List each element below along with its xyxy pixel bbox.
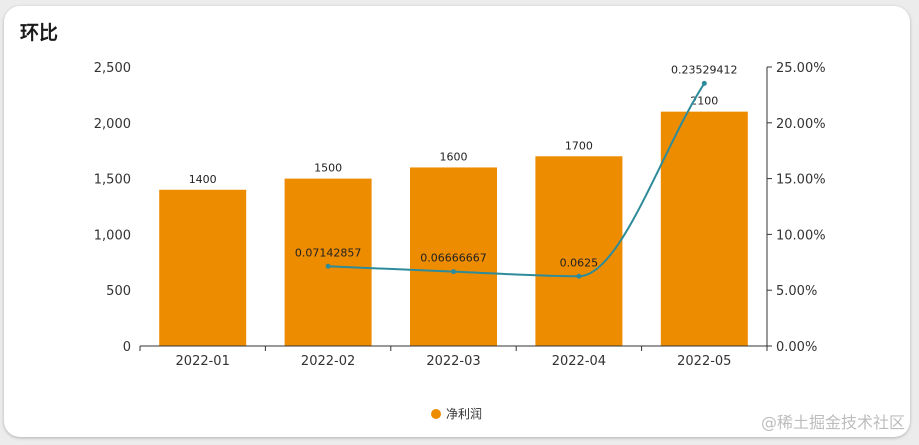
legend[interactable]: 净利润: [431, 407, 482, 421]
right-y-tick-label: 25.00%: [776, 61, 826, 76]
watermark: @稀土掘金技术社区: [760, 413, 905, 432]
chart-title: 环比: [20, 22, 59, 44]
x-tick-label-2022-05: 2022-05: [677, 354, 731, 369]
right-y-tick-label: 15.00%: [776, 173, 826, 188]
bar-2022-01[interactable]: [159, 189, 247, 346]
right-y-tick-label: 10.00%: [776, 228, 826, 243]
bar-label-2022-03: 1600: [440, 150, 468, 163]
left-y-tick-label: 500: [106, 284, 131, 299]
bar-series: [159, 111, 748, 346]
legend-label[interactable]: 净利润: [446, 407, 482, 421]
bar-labels: 1400 1500 1600 1700 2100: [189, 95, 719, 186]
right-y-tick-label: 5.00%: [776, 284, 817, 299]
x-tick-label-2022-03: 2022-03: [426, 354, 480, 369]
bar-label-2022-04: 1700: [565, 139, 593, 152]
bar-2022-04[interactable]: [535, 156, 623, 346]
x-tick-label-2022-04: 2022-04: [552, 354, 606, 369]
left-y-tick-label: 1,500: [94, 173, 131, 188]
bar-label-2022-05: 2100: [690, 95, 718, 108]
line-label-2022-03: 0.06666667: [420, 252, 486, 265]
line-series: [325, 80, 707, 279]
line-point-2022-02[interactable]: [325, 263, 331, 269]
bar-label-2022-02: 1500: [314, 162, 342, 175]
line-labels: 0.07142857 0.06666667 0.0625 0.23529412: [295, 63, 738, 269]
line-point-2022-05[interactable]: [701, 80, 707, 86]
line-label-2022-05: 0.23529412: [671, 63, 737, 76]
x-tick-label-2022-02: 2022-02: [301, 354, 355, 369]
line-label-2022-02: 0.07142857: [295, 246, 361, 259]
legend-marker[interactable]: [431, 409, 441, 419]
left-y-tick-label: 2,500: [94, 61, 131, 76]
right-y-tick-label: 0.00%: [776, 340, 817, 355]
right-y-tick-label: 20.00%: [776, 117, 826, 132]
left-y-tick-label: 1,000: [94, 228, 131, 243]
axes: 2022-01 2022-02 2022-03 2022-04 2022-05 0 500 1…: [94, 61, 826, 369]
ratio-line[interactable]: [328, 82, 706, 278]
bar-2022-03[interactable]: [410, 167, 497, 346]
bar-2022-05[interactable]: [660, 111, 748, 346]
line-label-2022-04: 0.0625: [560, 256, 599, 269]
line-point-2022-03[interactable]: [451, 269, 456, 275]
line-point-2022-04[interactable]: [576, 273, 582, 279]
bar-2022-02[interactable]: [284, 178, 372, 346]
bar-label-2022-01: 1400: [189, 173, 217, 186]
x-tick-label-2022-01: 2022-01: [176, 354, 230, 369]
left-y-tick-label: 0: [123, 340, 131, 355]
left-y-tick-label: 2,000: [94, 117, 131, 132]
